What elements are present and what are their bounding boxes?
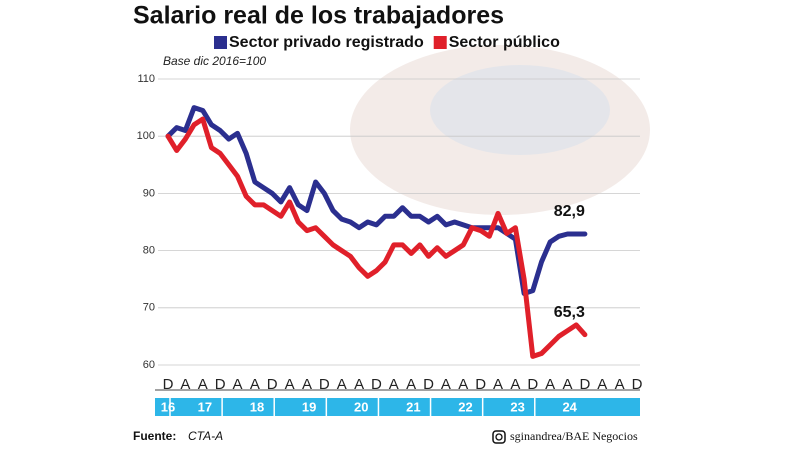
x-tick-label: A bbox=[441, 376, 451, 393]
year-strip bbox=[155, 398, 640, 416]
x-tick-label: A bbox=[250, 376, 260, 393]
instagram-icon bbox=[492, 430, 506, 444]
x-tick-label: A bbox=[493, 376, 503, 393]
x-tick-label: A bbox=[545, 376, 555, 393]
x-tick-label: A bbox=[389, 376, 399, 393]
x-tick-label: D bbox=[475, 376, 486, 393]
x-tick-label: D bbox=[215, 376, 226, 393]
year-label: 23 bbox=[510, 399, 524, 414]
y-tick-label: 90 bbox=[143, 187, 155, 199]
x-tick-label: D bbox=[423, 376, 434, 393]
x-tick-label: A bbox=[510, 376, 520, 393]
x-tick-label: A bbox=[615, 376, 625, 393]
year-label: 19 bbox=[302, 399, 316, 414]
x-tick-label: D bbox=[319, 376, 330, 393]
x-tick-label: D bbox=[579, 376, 590, 393]
source: CTA-A bbox=[188, 429, 223, 443]
x-tick-label: A bbox=[285, 376, 295, 393]
x-tick-label: A bbox=[337, 376, 347, 393]
y-tick-label: 70 bbox=[143, 302, 155, 314]
y-tick-label: 80 bbox=[143, 245, 155, 257]
x-tick-label: A bbox=[354, 376, 364, 393]
credit: sginandrea/BAE Negocios bbox=[510, 429, 638, 443]
subtitle: Base dic 2016=100 bbox=[163, 54, 266, 68]
year-label: 18 bbox=[250, 399, 264, 414]
source-label: Fuente: bbox=[133, 429, 176, 443]
value-label: 82,9 bbox=[554, 203, 585, 220]
x-tick-label: D bbox=[267, 376, 278, 393]
line-series bbox=[165, 116, 588, 359]
y-tick-label: 60 bbox=[143, 359, 155, 371]
year-label: 24 bbox=[562, 399, 577, 414]
year-label: 17 bbox=[198, 399, 212, 414]
year-label: 21 bbox=[406, 399, 420, 414]
legend-swatch bbox=[214, 36, 227, 49]
x-tick-label: A bbox=[406, 376, 416, 393]
year-label: 16 bbox=[161, 399, 175, 414]
photo bbox=[430, 65, 610, 155]
value-label: 65,3 bbox=[554, 304, 585, 321]
legend-label: Sector privado registrado bbox=[229, 34, 424, 51]
y-tick-label: 100 bbox=[137, 130, 155, 142]
x-tick-label: A bbox=[302, 376, 312, 393]
x-tick-label: D bbox=[527, 376, 538, 393]
x-tick-label: A bbox=[597, 376, 607, 393]
x-tick-label: A bbox=[180, 376, 190, 393]
legend-swatch bbox=[433, 36, 447, 49]
x-tick-label: A bbox=[458, 376, 468, 393]
year-label: 20 bbox=[354, 399, 368, 414]
x-tick-label: D bbox=[632, 376, 643, 393]
x-tick-label: D bbox=[371, 376, 382, 393]
chart-title: Salario real de los trabajadores bbox=[133, 2, 504, 30]
x-tick-label: A bbox=[232, 376, 242, 393]
x-tick-label: D bbox=[163, 376, 174, 393]
y-tick-label: 110 bbox=[137, 73, 155, 85]
year-label: 22 bbox=[458, 399, 472, 414]
instagram-icon bbox=[495, 433, 503, 441]
x-tick-label: A bbox=[563, 376, 573, 393]
legend-label: Sector público bbox=[449, 34, 560, 51]
x-tick-label: A bbox=[198, 376, 208, 393]
